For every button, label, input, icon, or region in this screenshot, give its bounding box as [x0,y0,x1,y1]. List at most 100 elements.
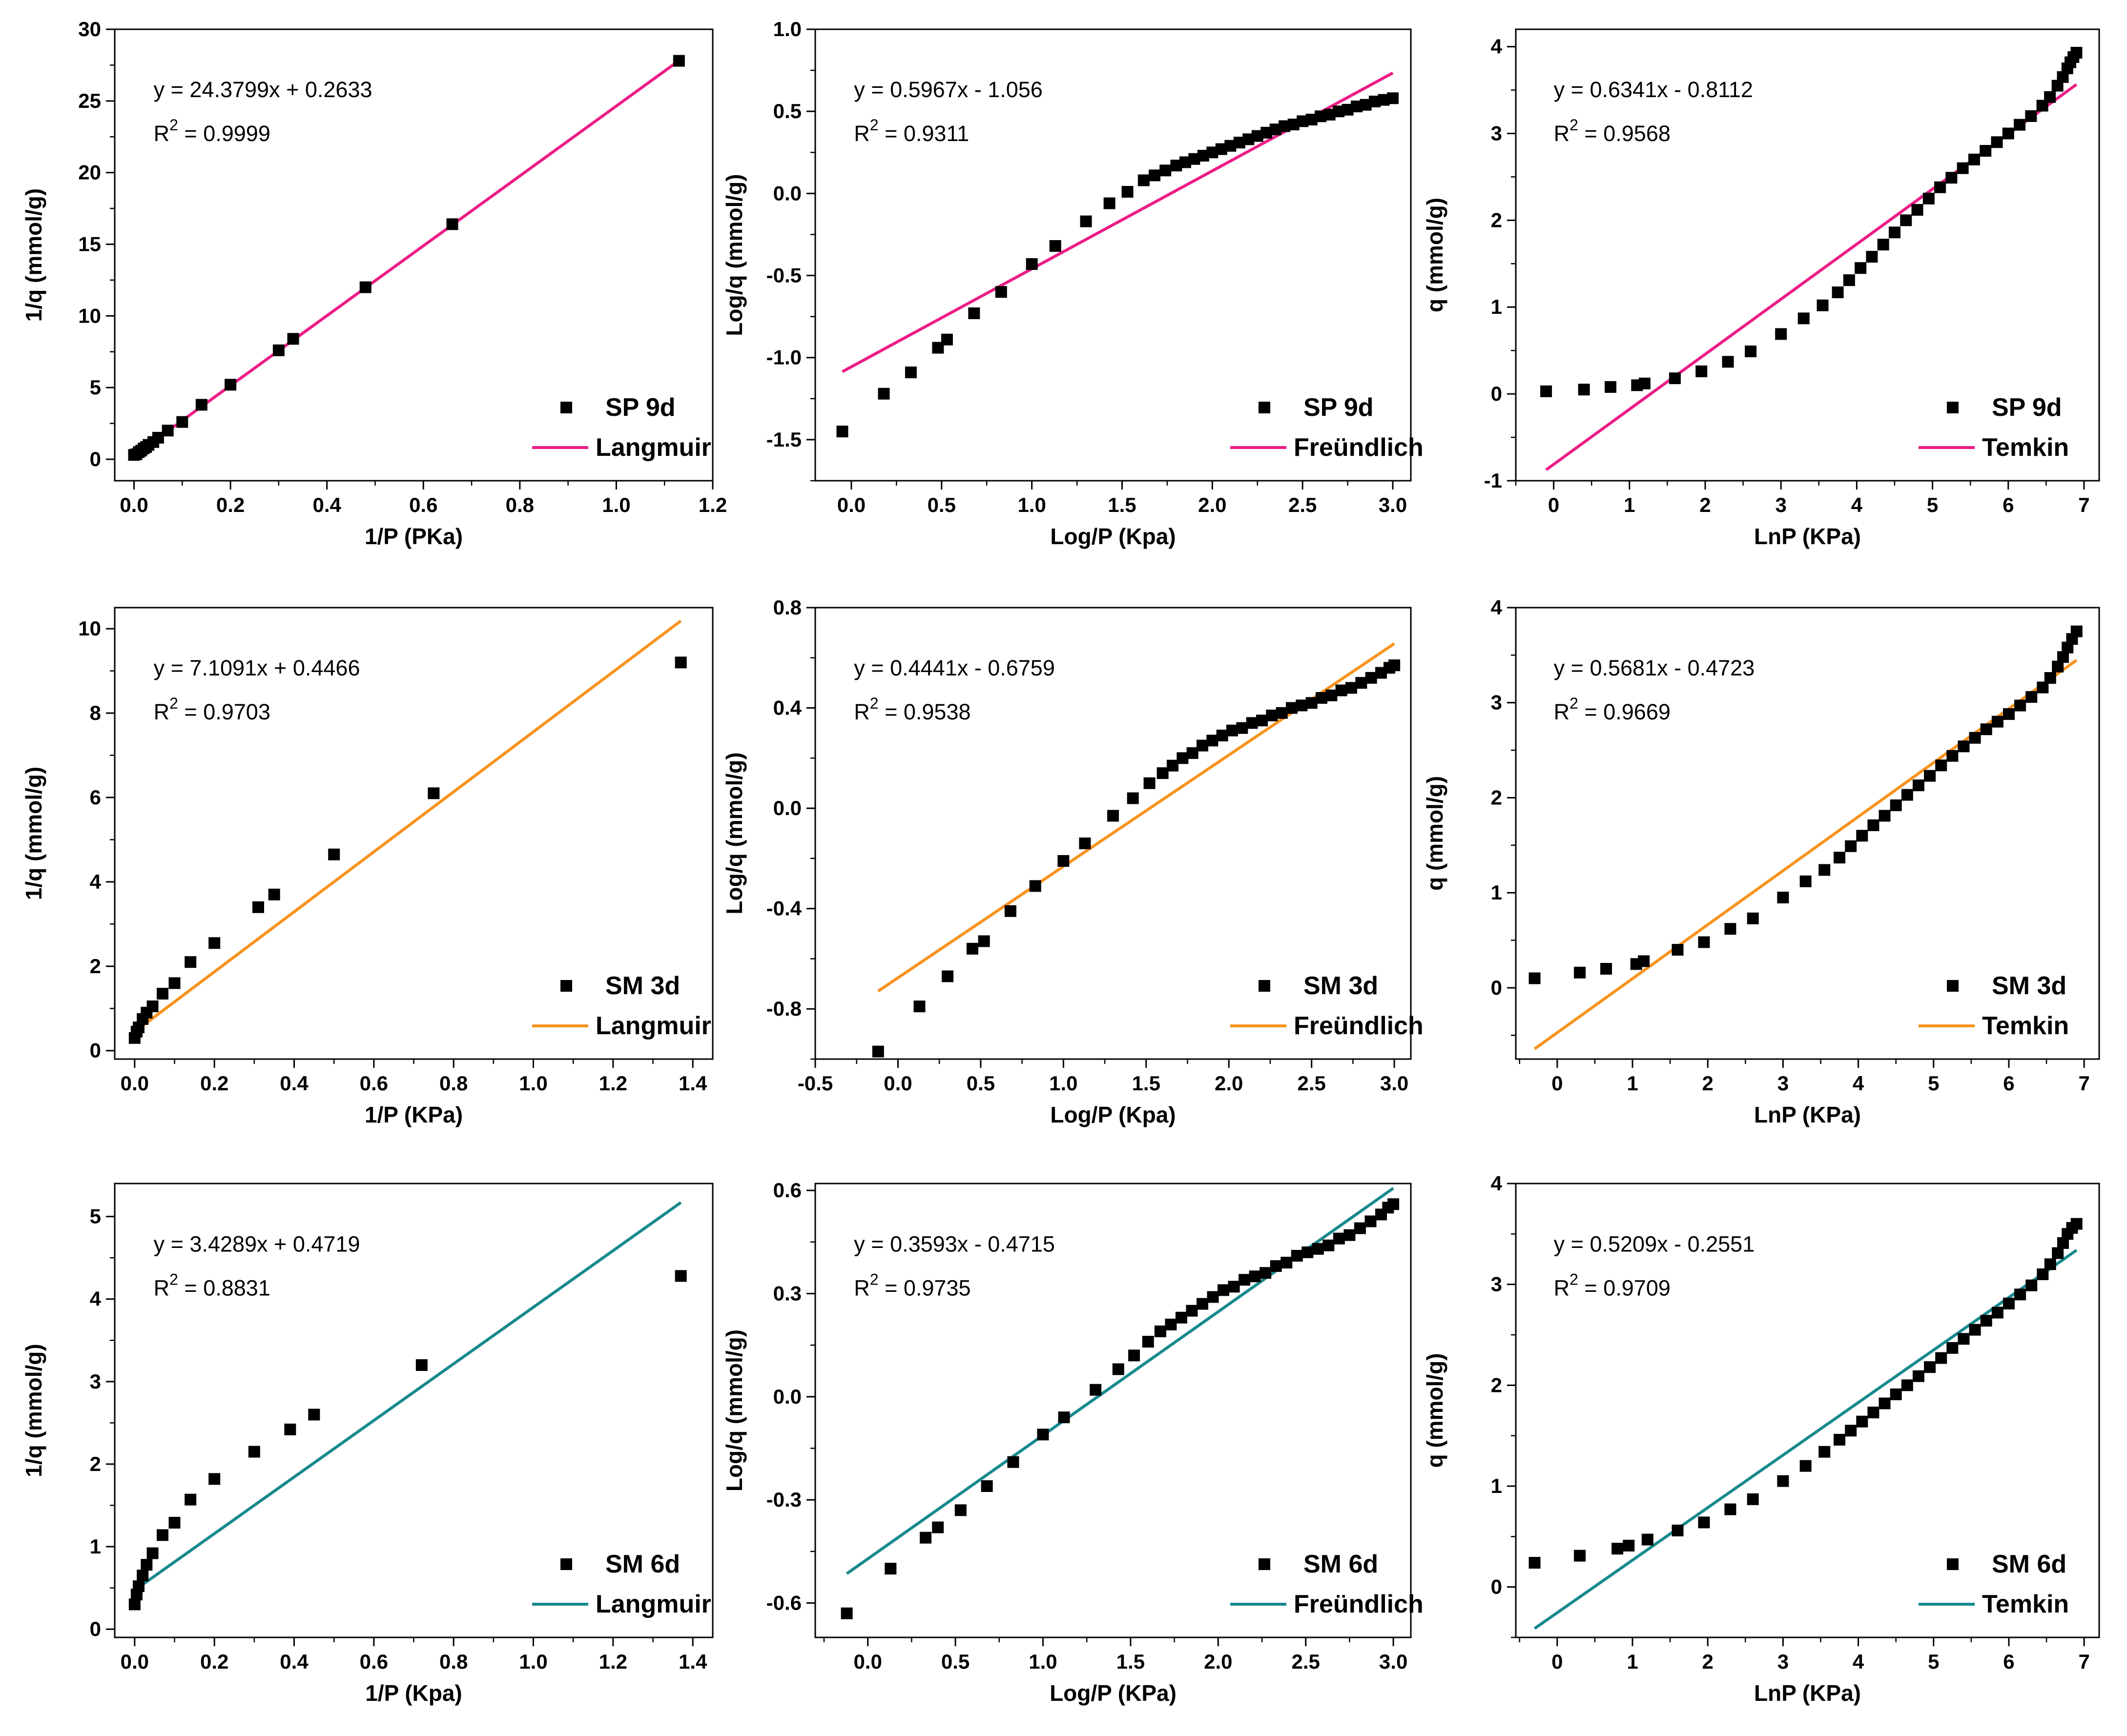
x-tick-label: 1.2 [599,1650,627,1673]
x-tick-label: 2.0 [1198,493,1226,516]
data-point [1799,875,1812,887]
x-axis-title: 1/P (Kpa) [365,1680,462,1706]
data-point [1845,1425,1857,1437]
data-point [1867,1407,1879,1419]
data-point [1935,1352,1947,1364]
y-axis-title: 1/q (mmol/g) [21,767,46,900]
data-point [1980,145,1992,157]
data-point [1270,1260,1282,1272]
data-point [1969,732,1981,744]
data-point [1832,286,1844,298]
legend-series-label: SP 9d [1992,393,2062,422]
data-point [1698,1516,1710,1529]
x-tick-label: 2.5 [1297,1072,1325,1095]
y-tick-label: 2 [90,1452,101,1475]
data-point [673,55,685,67]
x-tick-label: 0.8 [439,1072,468,1095]
data-point [1856,830,1868,842]
plot-frame [814,28,1412,482]
fit-equation: y = 0.3593x - 0.4715 [854,1232,1055,1257]
x-tick-label: 1.2 [599,1072,627,1095]
data-point [913,1001,926,1013]
data-point [1924,1361,1936,1373]
x-tick-label: 0.6 [360,1650,388,1673]
y-tick-label: 0 [90,1039,101,1062]
x-tick-label: 0.2 [216,493,245,516]
data-point [1945,172,1958,184]
data-point [1128,1349,1140,1362]
x-tick-label: 6 [2003,493,2014,516]
x-axis-title: LnP (KPa) [1754,1102,1861,1127]
chart-panel-sm3d-freundlich: -0.5 0.0 0.5 1.0 1.5 2.0 2.5 3.0 -0.8 -0.4 0.0 0.4 0… [722,596,1424,1127]
x-tick-label: 0 [1551,1650,1563,1673]
plot-frame [114,28,714,482]
y-tick-label: 3 [1491,691,1502,714]
legend-series-label: SM 6d [1303,1550,1378,1578]
legend-fit-label: Langmuir [596,1012,711,1040]
data-point [1957,162,1969,174]
data-point [1724,923,1736,935]
x-tick-label: -0.5 [798,1072,833,1095]
data-point [1387,1198,1400,1210]
chart-panel-sp9d-freundlich: 0.0 0.5 1.0 1.5 2.0 2.5 3.0 -1.5 -1.0 -0.5 0.0 0.5 1… [722,18,1424,549]
y-axis-title: Log/q (mmol/g) [722,752,747,914]
y-tick-label: -0.3 [766,1488,802,1511]
r-squared-value: = 0.9568 [1578,121,1671,146]
x-tick-label: 1.0 [519,1072,547,1095]
y-axis-title: 1/q (mmol/g) [21,1344,46,1477]
y-axis-title: q (mmol/g) [1422,776,1447,891]
data-point [1260,1267,1272,1279]
y-tick-label: 0 [90,1617,101,1640]
x-tick-label: 3 [1777,1072,1789,1095]
data-point [1186,747,1198,759]
data-point [252,901,264,913]
data-point [1239,1274,1251,1286]
x-tick-label: 5 [1927,493,1938,516]
legend-fit-label: Langmuir [596,1590,711,1618]
data-point [1343,1229,1356,1241]
data-point [1777,891,1789,903]
data-point [1037,1429,1049,1441]
y-tick-label: 2 [90,955,101,978]
data-point [1364,1215,1377,1227]
data-point [1127,792,1139,804]
y-tick-label: -1 [1484,469,1502,492]
data-point [1623,1539,1635,1552]
r-squared-exponent: 2 [870,116,879,134]
data-point [1911,204,1923,216]
data-point [185,956,197,968]
y-tick-label: 1 [1491,295,1502,318]
x-tick-label: 0.0 [121,1072,149,1095]
chart-panel-sm6d-temkin: 0 1 2 3 4 5 6 7 0 1 2 3 4 LnP (KPa) q (mmol/g) y = 0.52… [1422,1172,2100,1706]
r-squared: R2 = 0.9669 [1554,694,1671,724]
x-tick-label: 0.0 [120,493,148,516]
r-squared-symbol: R [1554,121,1570,146]
data-point [1029,880,1041,892]
data-point [168,1516,181,1529]
x-tick-label: 1.4 [679,1650,707,1673]
data-point [1528,1557,1541,1569]
y-tick-label: 1 [1491,881,1502,904]
r-squared: R2 = 0.9311 [854,116,969,146]
x-axis-title: LnP (KPa) [1754,1680,1861,1706]
data-point [1143,777,1156,789]
data-point [1574,1550,1586,1562]
y-tick-label: 1 [90,1535,101,1558]
y-tick-label: 8 [90,701,101,724]
x-tick-label: 0.0 [884,1072,912,1095]
y-axis-title: 1/q (mmol/g) [21,188,46,322]
y-tick-label: 4 [1491,596,1503,619]
data-point [157,1529,168,1541]
fit-line [133,59,680,457]
data-point [248,1446,260,1458]
y-axis-title: Log/q (mmol/g) [722,174,747,336]
data-point [1935,759,1947,772]
data-point [981,1480,993,1492]
data-point [1159,164,1172,177]
x-axis-title: 1/P (PKa) [365,524,463,549]
legend-fit-label: Freündlich [1294,1012,1424,1040]
y-tick-label: -1.5 [766,428,802,451]
fit-line [134,1201,682,1592]
data-point [1167,759,1178,772]
x-tick-label: 1.4 [679,1072,707,1095]
